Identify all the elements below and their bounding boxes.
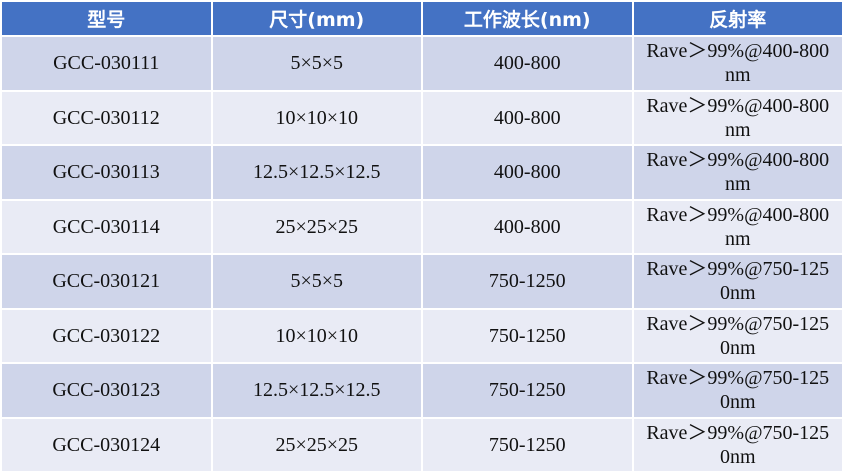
- model-cell: GCC-030123: [0, 362, 213, 419]
- table-row: GCC-030112 10×10×10 400-800 Rave＞99%@400-80…: [0, 89, 844, 146]
- size-cell: 10×10×10: [210, 89, 423, 146]
- wavelength-cell: 400-800: [421, 35, 634, 92]
- model-cell: GCC-030124: [0, 416, 213, 473]
- table-row: GCC-030121 5×5×5 750-1250 Rave＞99%@750-1250…: [0, 253, 844, 310]
- wavelength-cell: 750-1250: [421, 416, 634, 473]
- model-cell: GCC-030114: [0, 198, 213, 255]
- size-cell: 25×25×25: [210, 198, 423, 255]
- wavelength-cell: 400-800: [421, 89, 634, 146]
- size-cell: 5×5×5: [210, 253, 423, 310]
- table-row: GCC-030122 10×10×10 750-1250 Rave＞99%@750-1…: [0, 307, 844, 364]
- size-cell: 10×10×10: [210, 307, 423, 364]
- reflectance-cell: Rave＞99%@750-1250nm: [631, 362, 844, 419]
- table-row: GCC-030113 12.5×12.5×12.5 400-800 Rave＞99%@…: [0, 144, 844, 201]
- reflectance-cell: Rave＞99%@750-1250nm: [631, 307, 844, 364]
- reflectance-cell: Rave＞99%@400-800nm: [631, 144, 844, 201]
- reflectance-cell: Rave＞99%@400-800nm: [631, 198, 844, 255]
- model-cell: GCC-030111: [0, 35, 213, 92]
- table-row: GCC-030123 12.5×12.5×12.5 750-1250 Rave＞99%…: [0, 362, 844, 419]
- wavelength-cell: 750-1250: [421, 253, 634, 310]
- size-cell: 12.5×12.5×12.5: [210, 362, 423, 419]
- table-row: GCC-030124 25×25×25 750-1250 Rave＞99%@750-1…: [0, 416, 844, 473]
- header-model: 型号: [0, 0, 213, 37]
- header-row: 型号 尺寸(mm) 工作波长(nm) 反射率: [0, 0, 844, 37]
- reflectance-cell: Rave＞99%@750-1250nm: [631, 416, 844, 473]
- wavelength-cell: 750-1250: [421, 307, 634, 364]
- reflectance-cell: Rave＞99%@400-800nm: [631, 35, 844, 92]
- model-cell: GCC-030113: [0, 144, 213, 201]
- size-cell: 12.5×12.5×12.5: [210, 144, 423, 201]
- table-row: GCC-030111 5×5×5 400-800 Rave＞99%@400-800nm: [0, 35, 844, 92]
- model-cell: GCC-030112: [0, 89, 213, 146]
- model-cell: GCC-030122: [0, 307, 213, 364]
- wavelength-cell: 400-800: [421, 144, 634, 201]
- reflectance-cell: Rave＞99%@400-800nm: [631, 89, 844, 146]
- size-cell: 25×25×25: [210, 416, 423, 473]
- wavelength-cell: 750-1250: [421, 362, 634, 419]
- wavelength-cell: 400-800: [421, 198, 634, 255]
- header-reflectance: 反射率: [631, 0, 844, 37]
- size-cell: 5×5×5: [210, 35, 423, 92]
- model-cell: GCC-030121: [0, 253, 213, 310]
- header-size: 尺寸(mm): [210, 0, 423, 37]
- reflectance-cell: Rave＞99%@750-1250nm: [631, 253, 844, 310]
- table-row: GCC-030114 25×25×25 400-800 Rave＞99%@400-80…: [0, 198, 844, 255]
- header-wavelength: 工作波长(nm): [421, 0, 634, 37]
